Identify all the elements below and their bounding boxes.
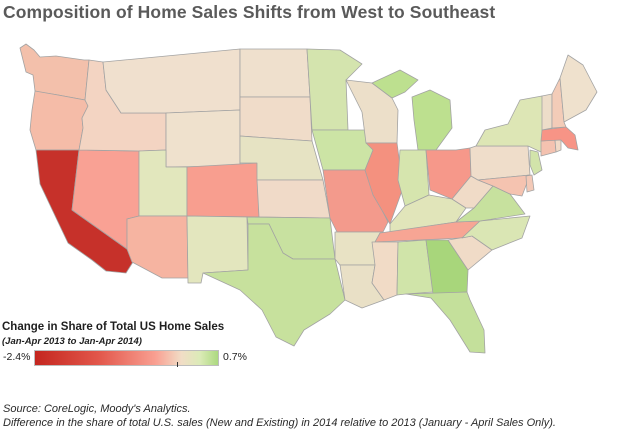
state-mn (306, 48, 363, 131)
state-tx (202, 223, 346, 347)
state-nj (529, 149, 543, 176)
state-ny (475, 95, 547, 153)
page-title: Composition of Home Sales Shifts from We… (3, 2, 496, 22)
state-me (559, 54, 598, 123)
state-wa (19, 43, 90, 101)
state-mi (371, 69, 453, 151)
legend-title: Change in Share of Total US Home Sales (2, 321, 225, 333)
state-ct (540, 139, 557, 157)
state-fl (405, 291, 486, 354)
state-az (126, 215, 189, 279)
state-mt (102, 48, 241, 114)
state-de (525, 174, 535, 193)
legend-max-label: 0.7% (223, 351, 247, 363)
state-md (477, 174, 531, 197)
method-note: Difference in the share of total U.S. sa… (3, 417, 556, 429)
state-wy (165, 109, 241, 168)
state-or (29, 90, 89, 151)
state-pa (469, 145, 531, 181)
state-nd (239, 48, 311, 98)
state-ks (256, 179, 331, 219)
state-ia (311, 129, 374, 171)
state-al (396, 239, 434, 296)
state-ga (425, 239, 469, 295)
state-nh (551, 77, 567, 129)
state-vt (541, 93, 553, 131)
legend-subtitle: (Jan-Apr 2013 to Jan-Apr 2014) (2, 336, 142, 347)
state-ma (540, 126, 579, 151)
legend-min-label: -2.4% (3, 351, 31, 363)
state-il (364, 142, 404, 225)
state-sd (239, 96, 313, 142)
state-co (186, 162, 260, 218)
source-note: Source: CoreLogic, Moody's Analytics. (3, 403, 191, 415)
state-ri (554, 139, 562, 153)
legend-color-scale (34, 350, 219, 366)
legend-zero-tick (177, 362, 178, 367)
